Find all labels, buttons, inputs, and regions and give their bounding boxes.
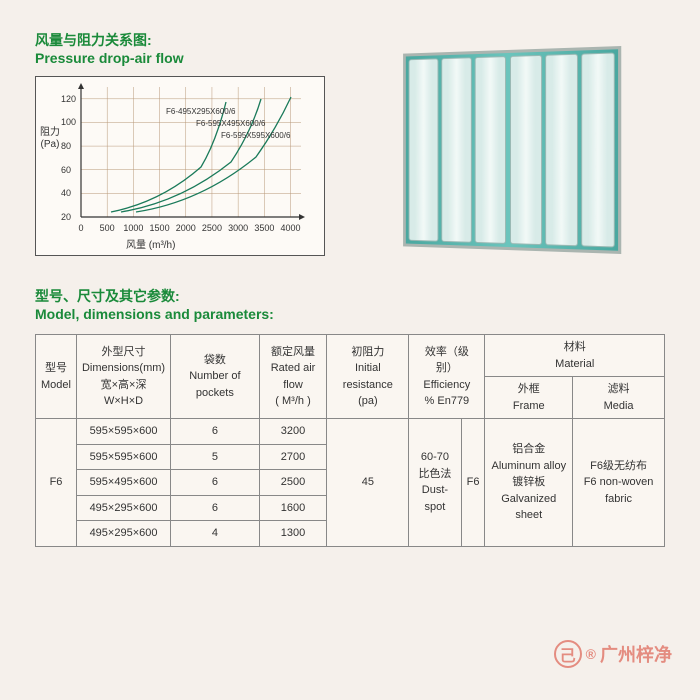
cell-efficiency: 60-70比色法Dust-spot xyxy=(409,419,461,547)
col-airflow: 额定风量 Rated air flow ( M³/h ) xyxy=(259,335,327,419)
y-tick: 120 xyxy=(61,94,76,104)
filter-pocket xyxy=(408,58,438,241)
pressure-drop-chart: 阻力 (Pa) 风量 (m³/h) 20 40 60 80 100 120 0 500 100… xyxy=(35,76,325,256)
cell-dim: 595×595×600 xyxy=(76,444,170,470)
filter-pocket xyxy=(441,57,472,243)
cell-airflow: 1300 xyxy=(259,521,327,547)
curve-label: F6-595X595X600/6 xyxy=(221,131,290,140)
cell-resistance: 45 xyxy=(327,419,409,547)
x-axis-label: 风量 (m³/h) xyxy=(126,236,175,251)
cell-airflow: 3200 xyxy=(259,419,327,445)
x-tick: 1000 xyxy=(123,223,143,233)
filter-pocket xyxy=(475,56,506,244)
cell-dim: 595×495×600 xyxy=(76,470,170,496)
col-material: 材料 Material xyxy=(485,335,665,377)
y-tick: 80 xyxy=(61,141,71,151)
product-image xyxy=(375,30,640,270)
chart-title-en: Pressure drop-air flow xyxy=(35,50,345,66)
curve-label: F6-495X295X600/6 xyxy=(166,107,235,116)
x-tick: 2000 xyxy=(176,223,196,233)
table-title-en: Model, dimensions and parameters: xyxy=(35,306,665,322)
cell-airflow: 2500 xyxy=(259,470,327,496)
x-tick: 3500 xyxy=(254,223,274,233)
col-frame: 外框 Frame xyxy=(485,377,573,419)
table-title-cn: 型号、尺寸及其它参数: xyxy=(35,286,665,306)
y-tick: 20 xyxy=(61,212,71,222)
cell-eff-class: F6 xyxy=(461,419,485,547)
col-dimensions: 外型尺寸 Dimensions(mm) 宽×高×深 W×H×D xyxy=(76,335,170,419)
col-resistance: 初阻力 Initial resistance (pa) xyxy=(327,335,409,419)
x-tick: 500 xyxy=(100,223,115,233)
y-tick: 40 xyxy=(61,188,71,198)
col-media: 滤料 Media xyxy=(573,377,665,419)
watermark: 己 ® 广州梓净 xyxy=(554,640,672,668)
col-pockets: 袋数 Number of pockets xyxy=(171,335,260,419)
x-tick: 4000 xyxy=(281,223,301,233)
x-tick: 1500 xyxy=(150,223,170,233)
x-tick: 2500 xyxy=(202,223,222,233)
spec-table: 型号 Model 外型尺寸 Dimensions(mm) 宽×高×深 W×H×D… xyxy=(35,334,665,547)
y-tick: 60 xyxy=(61,165,71,175)
cell-airflow: 2700 xyxy=(259,444,327,470)
col-efficiency: 效率（级别） Efficiency % En779 xyxy=(409,335,485,419)
y-axis-label: 阻力 (Pa) xyxy=(40,127,60,151)
filter-pocket xyxy=(544,54,577,247)
cell-dim: 495×295×600 xyxy=(76,495,170,521)
table-row: F6595×595×600632004560-70比色法Dust-spotF6铝… xyxy=(36,419,665,445)
cell-pockets: 6 xyxy=(171,495,260,521)
x-tick: 0 xyxy=(78,223,83,233)
x-tick: 3000 xyxy=(228,223,248,233)
cell-model: F6 xyxy=(36,419,77,547)
filter-pocket xyxy=(580,52,614,247)
cell-pockets: 6 xyxy=(171,419,260,445)
cell-frame: 铝合金Aluminum alloy镀锌板Galvanized sheet xyxy=(485,419,573,547)
chart-title-cn: 风量与阻力关系图: xyxy=(35,30,345,50)
cell-pockets: 5 xyxy=(171,444,260,470)
cell-dim: 595×595×600 xyxy=(76,419,170,445)
cell-dim: 495×295×600 xyxy=(76,521,170,547)
cell-media: F6级无纺布F6 non-woven fabric xyxy=(573,419,665,547)
curve-label: F6-595X495X600/6 xyxy=(196,119,265,128)
table-section: 型号、尺寸及其它参数: Model, dimensions and parame… xyxy=(35,286,665,547)
cell-pockets: 6 xyxy=(171,470,260,496)
col-model: 型号 Model xyxy=(36,335,77,419)
filter-pocket xyxy=(509,55,541,245)
cell-airflow: 1600 xyxy=(259,495,327,521)
cell-pockets: 4 xyxy=(171,521,260,547)
y-tick: 100 xyxy=(61,117,76,127)
chart-section: 风量与阻力关系图: Pressure drop-air flow 阻力 (Pa)… xyxy=(35,30,345,286)
